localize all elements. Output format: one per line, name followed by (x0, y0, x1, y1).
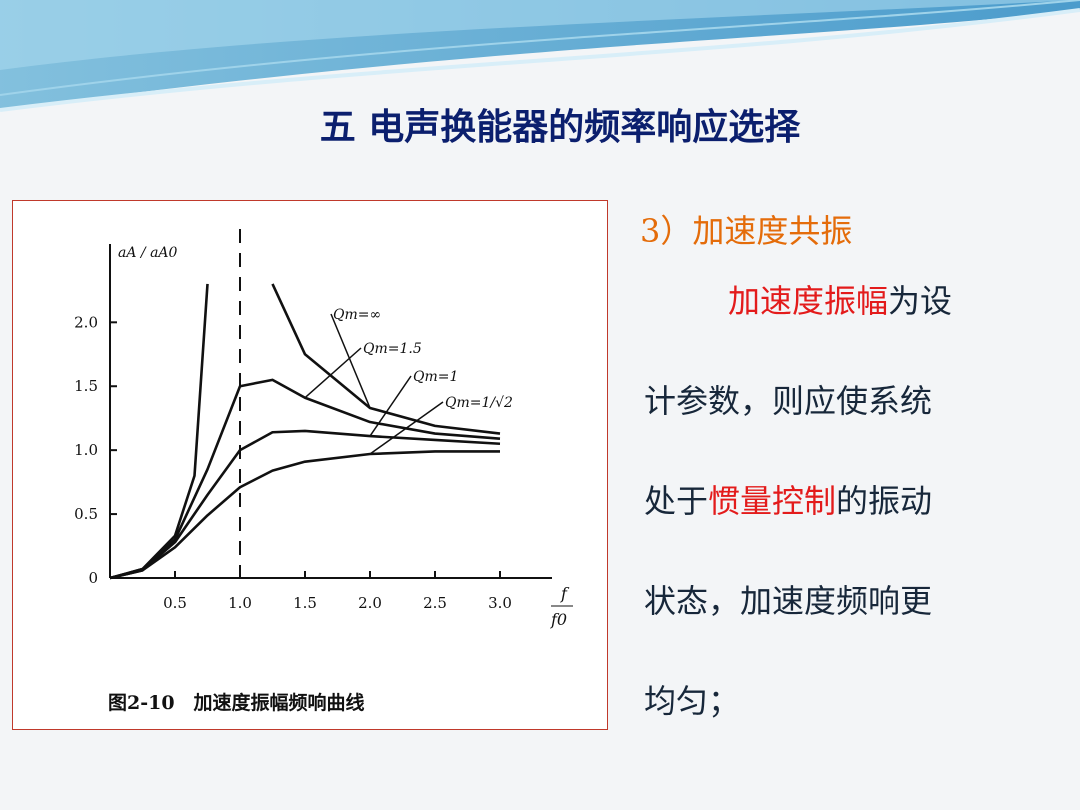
y-tick-label: 0 (88, 569, 98, 587)
text-span: 为设 (888, 282, 953, 320)
curve-label: Qm=1 (413, 369, 458, 385)
text-line: 加速度振幅为设 (728, 276, 952, 322)
x-tick-label: 1.0 (228, 594, 252, 612)
x-tick-label: 3.0 (488, 594, 512, 612)
x-axis-label: f (560, 584, 570, 603)
text-line: 处于惯量控制的振动 (644, 476, 932, 522)
curve (109, 450, 500, 580)
y-tick-label: 0.5 (74, 505, 98, 523)
leader-line (369, 375, 412, 437)
curve (109, 283, 209, 580)
title: 五 电声换能器的频率响应选择 (319, 106, 801, 148)
text-span: 均匀； (644, 682, 741, 720)
curve (109, 378, 501, 580)
text-line: 均匀； (644, 676, 740, 722)
text-span: 处于 (644, 482, 709, 520)
x-axis-label: f0 (550, 610, 567, 629)
curve-label: Qm=1.5 (363, 341, 422, 357)
caption: 图2-10 加速度振幅频响曲线 (108, 691, 365, 714)
text-span: 的振动 (836, 482, 933, 520)
y-tick-label: 1.0 (74, 441, 98, 459)
curve (109, 429, 501, 580)
x-tick-label: 1.5 (293, 594, 317, 612)
x-tick-label: 2.5 (423, 594, 447, 612)
header-decoration (0, 0, 1080, 112)
curve-label: Qm=1/√2 (445, 395, 513, 411)
text-span: 状态，加速度频响更 (644, 582, 933, 620)
y-tick-label: 2.0 (74, 313, 98, 331)
leader-line (304, 347, 362, 399)
y-tick-label: 1.5 (74, 377, 98, 395)
y-axis-label: aA / aA0 (118, 245, 178, 261)
figure: 0 0.5 1.0 1.5 2.0 0.5 1.0 1.5 2.0 2.5 3.0 aA / aA0 f… (12, 200, 608, 730)
leader-line (369, 401, 444, 455)
text-span: 计参数，则应使系统 (644, 382, 933, 420)
text-line: 计参数，则应使系统 (644, 376, 932, 422)
x-tick-label: 0.5 (163, 594, 187, 612)
heading: 3）加速度共振 (640, 212, 853, 250)
leader-line (330, 313, 371, 409)
chart: 0 0.5 1.0 1.5 2.0 0.5 1.0 1.5 2.0 2.5 3.0 aA / aA0 f… (74, 229, 573, 714)
text-span: 加速度振幅 (728, 282, 889, 320)
x-tick-label: 2.0 (358, 594, 382, 612)
curve-label: Qm=∞ (333, 307, 381, 323)
text-span: 惯量控制 (708, 482, 837, 520)
text-line: 状态，加速度频响更 (644, 576, 932, 622)
